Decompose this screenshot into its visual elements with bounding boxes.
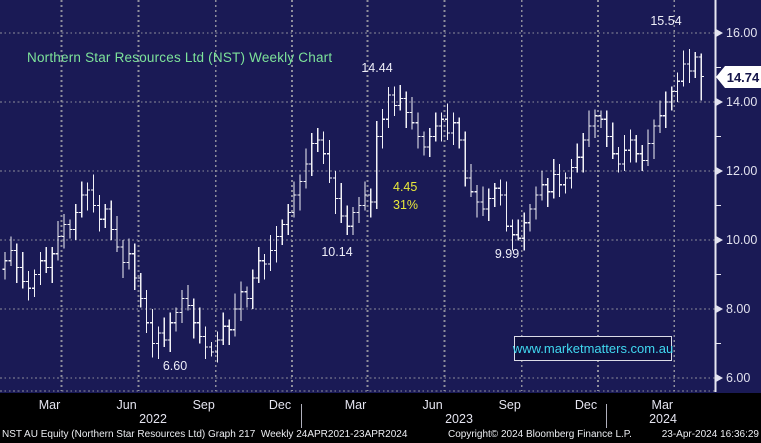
footer-security-info: NST AU Equity (Northern Star Resources L…: [2, 429, 408, 440]
y-axis-tick-text: 14.00: [726, 95, 758, 109]
annotation-high-may-2023: 14.44: [361, 61, 393, 75]
axis-arrow-icon: [716, 98, 723, 106]
x-axis-year-label: 2022: [139, 412, 167, 426]
y-axis-tick-text: 12.00: [726, 164, 758, 178]
x-axis-quarter-label: Dec: [574, 398, 598, 412]
axis-arrow-icon: [716, 305, 723, 313]
annotation-decline-percent: 31%: [393, 198, 419, 212]
y-axis-tick-text: 16.00: [726, 26, 758, 40]
y-axis-tick-text: 8.00: [726, 302, 751, 316]
x-axis-quarter-label: Sep: [498, 398, 521, 412]
annotation-low-oct-2023: 9.99: [494, 247, 520, 261]
y-axis-tick-label: 10.00: [716, 232, 761, 248]
y-axis-tick-text: 6.00: [726, 371, 751, 385]
x-axis-quarter-label: Sep: [192, 398, 215, 412]
annotation-high-apr-2024: 15.54: [650, 14, 682, 28]
x-axis-quarter-label: Jun: [116, 398, 137, 412]
axis-arrow-icon: [716, 236, 723, 244]
year-separator-2023: [301, 404, 302, 428]
footer-timestamp: 23-Apr-2024 16:36:29: [661, 429, 759, 440]
chart-title: Northern Star Resources Ltd (NST) Weekly…: [27, 50, 333, 65]
x-axis-quarter-label: Mar: [38, 398, 61, 412]
last-price-tag: 14.74: [716, 66, 761, 88]
y-axis-tick-label: 8.00: [716, 301, 761, 317]
axis-arrow-icon: [716, 29, 723, 37]
x-axis-quarter-label: Dec: [268, 398, 292, 412]
footer-copyright: Copyright© 2024 Bloomberg Finance L.P.: [448, 429, 632, 440]
x-axis-year-label: 2024: [649, 412, 677, 426]
annotation-decline-value: 4.45: [393, 180, 418, 194]
y-axis-tick-label: 12.00: [716, 163, 761, 179]
y-axis-tick-label: 6.00: [716, 370, 761, 386]
x-axis-quarter-label: Jun: [422, 398, 443, 412]
y-axis-tick-label: 16.00: [716, 25, 761, 41]
axis-arrow-icon: [716, 167, 723, 175]
y-axis-tick-text: 10.00: [726, 233, 758, 247]
y-axis-tick-label: 14.00: [716, 94, 761, 110]
x-axis-quarter-label: Mar: [344, 398, 367, 412]
year-separator-2024: [606, 404, 607, 428]
annotation-low-mar-2023: 10.14: [321, 245, 353, 259]
x-axis-year-label: 2023: [445, 412, 473, 426]
annotation-low-sep-2022: 6.60: [162, 359, 188, 373]
x-axis-quarter-label: Mar: [651, 398, 674, 412]
x-axis-band: [0, 393, 761, 443]
axis-arrow-icon: [716, 374, 723, 382]
marketmatters-watermark: www.marketmatters.com.au: [513, 336, 673, 361]
